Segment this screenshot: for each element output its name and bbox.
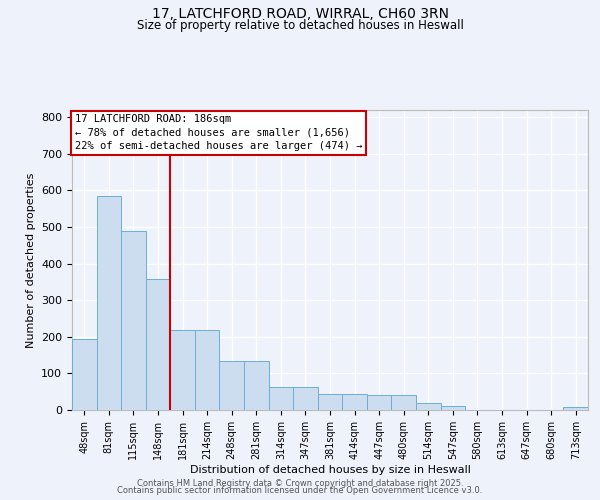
Bar <box>121 230 146 410</box>
X-axis label: Distribution of detached houses by size in Heswall: Distribution of detached houses by size … <box>190 464 470 474</box>
Bar <box>342 394 367 410</box>
Y-axis label: Number of detached properties: Number of detached properties <box>26 172 35 348</box>
Text: Contains HM Land Registry data © Crown copyright and database right 2025.: Contains HM Land Registry data © Crown c… <box>137 478 463 488</box>
Text: Contains public sector information licensed under the Open Government Licence v3: Contains public sector information licen… <box>118 486 482 495</box>
Bar <box>170 330 195 410</box>
Bar <box>97 196 121 410</box>
Text: 17, LATCHFORD ROAD, WIRRAL, CH60 3RN: 17, LATCHFORD ROAD, WIRRAL, CH60 3RN <box>151 8 449 22</box>
Bar <box>195 330 220 410</box>
Bar <box>367 396 391 410</box>
Bar <box>391 396 416 410</box>
Bar <box>244 360 269 410</box>
Text: Size of property relative to detached houses in Heswall: Size of property relative to detached ho… <box>137 18 463 32</box>
Text: 17 LATCHFORD ROAD: 186sqm
← 78% of detached houses are smaller (1,656)
22% of se: 17 LATCHFORD ROAD: 186sqm ← 78% of detac… <box>74 114 362 151</box>
Bar <box>220 360 244 410</box>
Bar <box>72 338 97 410</box>
Bar <box>293 388 318 410</box>
Bar <box>146 280 170 410</box>
Bar <box>440 406 465 410</box>
Bar <box>318 394 342 410</box>
Bar <box>269 388 293 410</box>
Bar <box>416 402 440 410</box>
Bar <box>563 407 588 410</box>
